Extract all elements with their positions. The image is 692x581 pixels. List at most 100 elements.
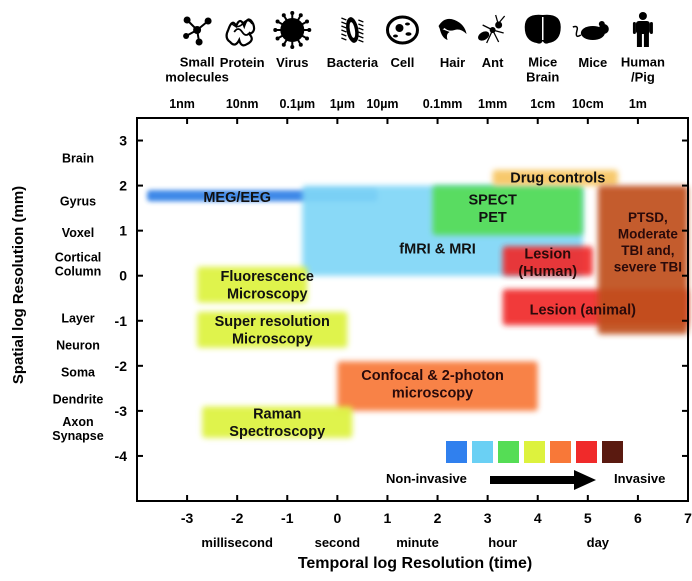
region-label-lesion-human: Lesion (Human): [518, 246, 577, 280]
region-label-fluorescence-microscopy: Fluorescence Microscopy: [220, 269, 314, 303]
ant-icon: [478, 14, 506, 44]
x-axis-label: Temporal log Resolution (time): [298, 555, 532, 572]
size-scale-label: 1µm: [330, 97, 355, 111]
legend-invasive-label: Invasive: [614, 471, 665, 486]
legend: Non-invasive Invasive: [386, 441, 665, 490]
size-scale-label: 10µm: [366, 97, 398, 111]
icon-label-cell: Cell: [391, 55, 415, 70]
x-tick-label: 4: [534, 510, 542, 526]
legend-swatch: [576, 441, 597, 463]
brain-icon: [524, 14, 561, 44]
region-drug-controls: [492, 169, 618, 186]
x-tick-label: 6: [634, 510, 642, 526]
region-label-lesion-animal: Lesion (animal): [530, 303, 637, 319]
top-size-scale: 1nm 10nm 0.1µm 1µm 10µm 0.1mm 1mm 1cm 10cm 1m: [169, 97, 647, 111]
spatial-level-label: Axon Synapse: [52, 415, 103, 443]
x-tick-label: 0: [333, 510, 341, 526]
size-scale-label: 10cm: [572, 97, 604, 111]
region-label-drug-controls: Drug controls: [510, 170, 605, 186]
legend-swatch: [498, 441, 519, 463]
icon-label-virus: Virus: [276, 55, 308, 70]
top-icons: Small molecules Protein: [165, 11, 665, 85]
y-tick-label: -2: [115, 358, 128, 374]
mouse-icon: [572, 21, 609, 40]
legend-noninvasive-label: Non-invasive: [386, 471, 467, 486]
spatial-level-label: Gyrus: [60, 194, 96, 208]
spatial-level-label: Voxel: [62, 226, 94, 240]
protein-icon: [225, 18, 256, 47]
region-labels: MEG/EEG fMRI & MRI SPECT PET Drug controls Le…: [203, 170, 682, 439]
y-tick-label: 1: [119, 223, 127, 239]
icon-label-human: Human/Pig: [621, 55, 665, 85]
bacteria-icon: [341, 17, 364, 43]
x-tick-label: -3: [181, 510, 194, 526]
x-tick-label: 1: [384, 510, 392, 526]
region-fluorescence-microscopy: [197, 266, 308, 303]
virus-icon: [273, 11, 312, 49]
spatial-level-label: Dendrite: [53, 393, 104, 407]
size-scale-label: 1nm: [169, 97, 195, 111]
size-scale-label: 1m: [629, 97, 647, 111]
region-label-super-resolution-microscopy: Super resolution Microscopy: [215, 314, 330, 348]
y-tick-label: -1: [115, 313, 128, 329]
y-tick-label: 2: [119, 178, 127, 194]
size-scale-label: 10nm: [226, 97, 259, 111]
region-label-fmri-mri: fMRI & MRI: [399, 242, 476, 258]
size-scale-label: 1cm: [530, 97, 555, 111]
region-ptsd-moderate-tbi-and-severe-tbi: [597, 185, 688, 335]
region-label-spect-pet: SPECT PET: [468, 192, 516, 226]
spatial-level-label: Neuron: [56, 339, 100, 353]
spatial-level-label: Cortical Column: [55, 250, 102, 278]
y-tick-label: -3: [115, 403, 128, 419]
region-label-ptsd-moderate-tbi-and-severe-tbi: PTSD, Moderate TBI and, severe TBI: [614, 210, 682, 275]
icon-label-molecule: Small molecules: [165, 55, 229, 85]
y-tick-label: -4: [115, 448, 128, 464]
molecule-icon: [183, 16, 212, 46]
y-tick-label: 0: [119, 268, 127, 284]
plot-axes: -3 -2 -1 0 1 2 3 4 5 6 7 3 2 1 0 -1 -2 -3 -4 millisecond sec…: [52, 117, 692, 550]
x-tick-label: 3: [484, 510, 492, 526]
legend-swatch: [524, 441, 545, 463]
region-raman-spectroscopy: [202, 406, 353, 438]
y-axis-label: Spatial log Resolution (mm): [10, 186, 27, 384]
legend-swatch: [602, 441, 623, 463]
region-label-meg-eeg: MEG/EEG: [203, 190, 271, 206]
x-tick-label: -1: [281, 510, 294, 526]
legend-swatch: [446, 441, 467, 463]
region-label-confocal-2-photon-microscopy: Confocal & 2-photon microscopy: [361, 368, 504, 402]
region-lesion-human: [502, 246, 593, 276]
spatial-level-label: Soma: [61, 366, 96, 380]
region-spect-pet: [432, 185, 583, 236]
spatial-level-label: Layer: [61, 312, 94, 326]
hair-icon: [438, 18, 467, 40]
legend-arrow-head: [574, 470, 596, 490]
legend-swatch: [472, 441, 493, 463]
size-scale-label: 0.1mm: [423, 97, 463, 111]
region-label-raman-spectroscopy: Raman Spectroscopy: [229, 406, 325, 440]
icon-label-mouse: Mice: [578, 55, 607, 70]
human-icon: [632, 12, 653, 47]
time-unit-label: minute: [396, 535, 439, 550]
method-regions: [147, 169, 688, 438]
icon-label-bacteria: Bacteria: [327, 55, 379, 70]
time-unit-label: second: [315, 535, 361, 550]
plot-frame: [136, 117, 689, 502]
x-tick-label: 7: [684, 510, 692, 526]
region-super-resolution-microscopy: [197, 311, 348, 348]
x-tick-label: 5: [584, 510, 592, 526]
icon-label-ant: Ant: [482, 55, 504, 70]
time-unit-label: day: [587, 535, 610, 550]
y-tick-label: 3: [119, 133, 127, 149]
cell-icon: [385, 15, 419, 45]
region-confocal-2-photon-microscopy: [337, 361, 538, 411]
icon-label-brain: Mice Brain: [526, 55, 559, 85]
icon-label-protein: Protein: [220, 55, 265, 70]
x-tick-label: -2: [231, 510, 244, 526]
icon-label-hair: Hair: [440, 55, 465, 70]
time-unit-label: millisecond: [201, 535, 273, 550]
spatial-level-label: Brain: [62, 152, 94, 166]
size-scale-label: 0.1µm: [279, 97, 315, 111]
time-unit-label: hour: [488, 535, 517, 550]
